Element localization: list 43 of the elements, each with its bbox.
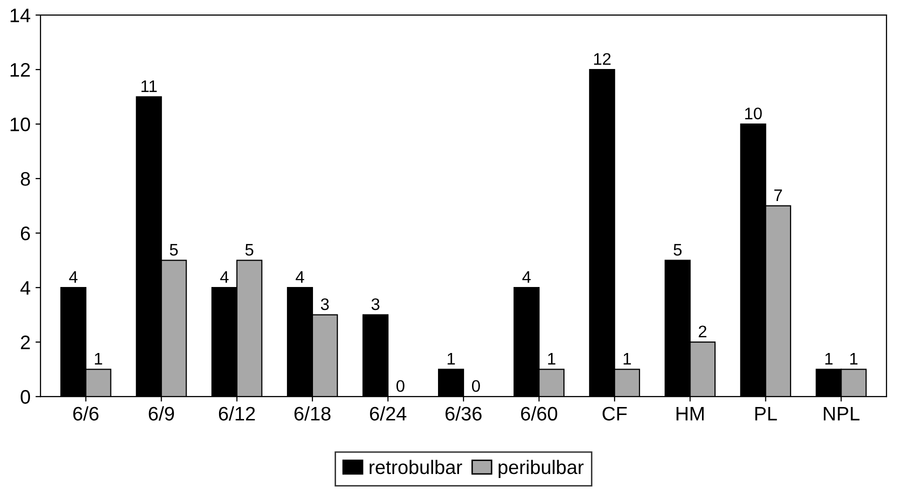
data-label: 3 (372, 298, 380, 310)
data-label: 4 (220, 271, 229, 283)
x-tick-label: 6/6 (73, 406, 98, 421)
data-label: 0 (396, 380, 404, 392)
data-label: 0 (472, 380, 480, 392)
x-tick-label: 6/12 (218, 406, 255, 421)
y-tick-label: 14 (10, 8, 30, 22)
y-tick-label: 0 (20, 390, 30, 404)
y-tick-label: 4 (20, 281, 30, 295)
legend-label: retrobulbar (370, 460, 462, 474)
data-label: 4 (296, 271, 304, 283)
data-label: 4 (522, 271, 531, 283)
data-label: 12 (594, 53, 611, 65)
data-label: 7 (774, 190, 782, 201)
x-tick-label: 6/9 (148, 406, 174, 421)
y-tick-label: 12 (10, 63, 30, 77)
y-tick-label: 2 (20, 336, 30, 350)
y-tick-label: 6 (20, 226, 30, 240)
x-tick-label: NPL (824, 407, 860, 420)
data-label: 5 (245, 244, 254, 256)
y-tick-label: 10 (10, 118, 30, 132)
x-tick-label: HM (676, 407, 704, 420)
data-label: 2 (698, 326, 706, 338)
data-label: 10 (745, 108, 762, 120)
data-label: 5 (170, 244, 178, 256)
x-tick-label: CF (602, 406, 627, 421)
data-label: 4 (69, 271, 78, 283)
data-label: 1 (94, 353, 102, 364)
x-tick-label: PL (755, 407, 777, 420)
x-tick-label: 6/60 (521, 406, 558, 421)
data-label: 1 (548, 353, 556, 364)
x-tick-label: 6/36 (446, 406, 482, 421)
legend-label: peribulbar (498, 460, 584, 478)
data-label: 5 (674, 244, 682, 256)
data-label: 11 (142, 80, 157, 92)
data-label: 1 (624, 353, 631, 364)
x-tick-label: 6/24 (370, 406, 406, 421)
x-tick-label: 6/18 (294, 406, 331, 421)
data-label: 1 (825, 353, 833, 364)
data-label: 3 (320, 298, 329, 310)
data-label: 1 (448, 353, 455, 364)
data-label: 1 (850, 353, 858, 364)
y-tick-label: 8 (20, 172, 30, 186)
